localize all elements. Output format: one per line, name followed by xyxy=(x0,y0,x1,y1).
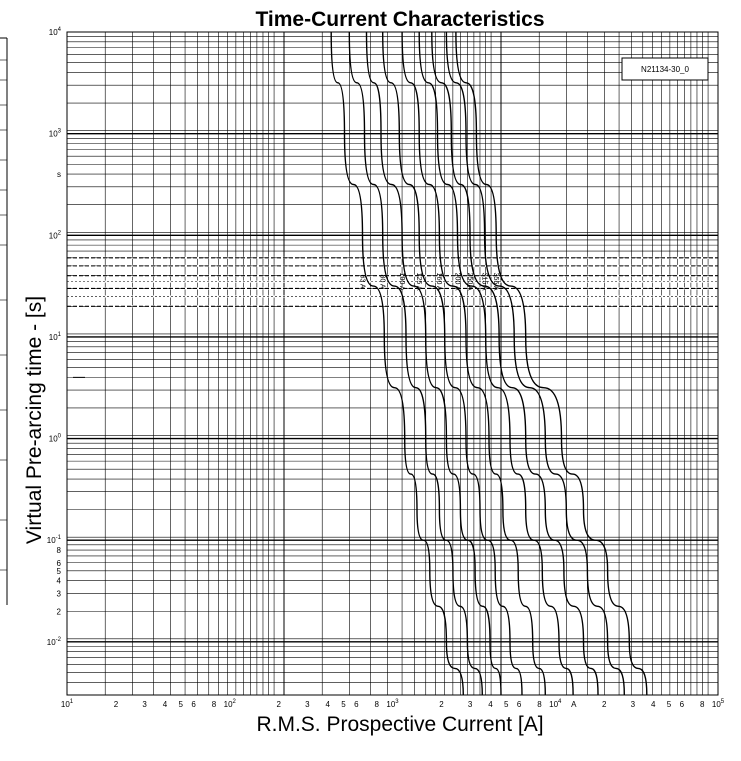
y-tick-label: 8 xyxy=(57,546,62,555)
x-tick-label: A xyxy=(571,700,577,709)
curve-label: 125 A xyxy=(415,273,422,291)
curve-63a xyxy=(331,32,463,695)
x-tick-label: 5 xyxy=(504,700,509,709)
x-tick-label: 4 xyxy=(163,700,168,709)
reference-code: N21134-30_0 xyxy=(641,65,689,74)
curve-label: 80 A xyxy=(379,275,386,289)
x-tick-label: 3 xyxy=(142,700,147,709)
y-tick-label: 102 xyxy=(49,230,62,240)
curve-label: 250 A xyxy=(466,273,473,291)
curve-315a xyxy=(446,32,624,695)
x-tick-label: 6 xyxy=(354,700,359,709)
x-tick-label: 104 xyxy=(549,699,562,709)
x-tick-label: 4 xyxy=(488,700,493,709)
curve-label: 355 A xyxy=(492,273,499,291)
curve-label: 63 A xyxy=(358,275,365,289)
plot-frame xyxy=(67,32,718,695)
y-axis-label: Virtual Pre-arcing time - [s] xyxy=(23,296,46,544)
x-tick-label: 8 xyxy=(375,700,380,709)
y-tick-label: 103 xyxy=(49,129,62,139)
x-tick-label: 3 xyxy=(305,700,310,709)
x-tick-label: 6 xyxy=(680,700,685,709)
y-tick-label: 10-2 xyxy=(47,637,62,647)
x-tick-label: 3 xyxy=(468,700,473,709)
curve-label: 200 A xyxy=(453,273,460,291)
x-axis-label: R.M.S. Prospective Current [A] xyxy=(256,713,543,736)
y-tick-label: 2 xyxy=(57,607,62,616)
x-tick-label: 105 xyxy=(712,699,725,709)
x-tick-label: 4 xyxy=(651,700,656,709)
x-tick-label: 3 xyxy=(631,700,636,709)
curve-250a xyxy=(432,32,598,695)
x-tick-label: 8 xyxy=(212,700,217,709)
y-tick-label: 4 xyxy=(57,577,62,586)
chart-title: Time-Current Characteristics xyxy=(255,8,544,31)
y-tick-label: 3 xyxy=(57,589,62,598)
x-tick-label: 2 xyxy=(114,700,119,709)
x-tick-label: 5 xyxy=(667,700,672,709)
curve-80a xyxy=(349,32,482,695)
adjacent-chart-edge xyxy=(0,38,7,605)
x-tick-label: 2 xyxy=(439,700,444,709)
x-tick-label: 5 xyxy=(179,700,184,709)
y-tick-label: s xyxy=(57,170,61,179)
reference-code-box: N21134-30_0 xyxy=(622,58,708,80)
x-tick-label: 6 xyxy=(191,700,196,709)
x-tick-label: 103 xyxy=(386,699,399,709)
x-tick-label: 5 xyxy=(341,700,346,709)
curve-label: 100 A xyxy=(398,273,405,291)
y-tick-label: 10-1 xyxy=(47,535,62,545)
y-tick-label: 104 xyxy=(49,27,62,37)
x-tick-label: 2 xyxy=(602,700,607,709)
y-tick-label: 5 xyxy=(57,567,62,576)
curve-label: 160 A xyxy=(435,273,442,291)
y-tick-label: 100 xyxy=(49,434,62,444)
x-tick-label: 101 xyxy=(61,699,74,709)
x-tick-label: 8 xyxy=(537,700,542,709)
reference-band xyxy=(67,257,718,307)
x-tick-label: 102 xyxy=(224,699,237,709)
x-tick-labels: 101 2 3 4 5 6 8 102 2 3 4 5 6 8 103 2 3 4 5 6 8 104 A 2 3 4 5 6 8 105 xyxy=(61,699,725,709)
x-tick-label: 2 xyxy=(277,700,282,709)
x-tick-label: 8 xyxy=(700,700,705,709)
x-tick-label: 6 xyxy=(517,700,522,709)
curve-100a xyxy=(367,32,502,695)
curve-355a xyxy=(456,32,647,695)
grid-lines xyxy=(67,32,718,695)
curve-label: 315 A xyxy=(480,273,487,291)
x-tick-label: 4 xyxy=(326,700,331,709)
curves: 63 A 80 A 100 A 125 A 160 A 200 A 250 A 315 A 35… xyxy=(331,32,647,695)
y-tick-label: 101 xyxy=(49,332,62,342)
